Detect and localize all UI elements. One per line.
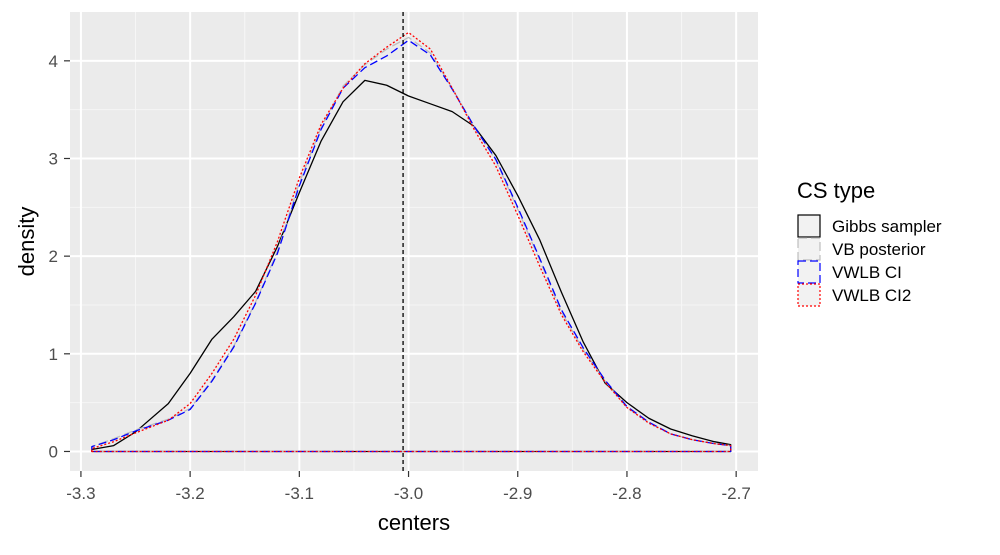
legend-title: CS type: [797, 178, 875, 203]
x-tick-label: -3.0: [394, 484, 423, 503]
x-axis: -3.3 -3.2 -3.1 -3.0 -2.9 -2.8 -2.7: [66, 471, 751, 503]
x-tick-label: -3.1: [285, 484, 314, 503]
legend-label-vb-posterior: VB posterior: [832, 240, 926, 259]
y-axis-title: density: [14, 207, 39, 277]
y-axis: 0 1 2 3 4: [49, 52, 70, 461]
x-axis-title: centers: [378, 510, 450, 535]
x-tick-label: -2.7: [722, 484, 751, 503]
y-tick-label: 3: [49, 149, 58, 168]
y-tick-label: 0: [49, 442, 58, 461]
legend-key-gibbs-sampler: [797, 214, 821, 238]
series-gibbs-sampler-line: [91, 79, 732, 453]
minor-gridlines: [70, 12, 758, 471]
legend-key-vwlb-ci: [797, 260, 821, 284]
legend-label-gibbs-sampler: Gibbs sampler: [832, 217, 942, 236]
series-group: [91, 31, 732, 453]
legend-key-vwlb-ci2: [797, 283, 821, 307]
x-tick-label: -3.3: [66, 484, 95, 503]
y-tick-label: 4: [49, 52, 58, 71]
series-vwlb-ci2-line: [91, 31, 732, 453]
x-tick-label: -2.9: [503, 484, 532, 503]
legend: CS type Gibbs sampler VB posterior VWLB CI…: [797, 178, 942, 307]
legend-key-vb-posterior: [797, 237, 821, 261]
series-vwlb-ci-line: [91, 39, 732, 453]
legend-label-vwlb-ci: VWLB CI: [832, 263, 902, 282]
x-tick-label: -3.2: [175, 484, 204, 503]
y-tick-label: 1: [49, 345, 58, 364]
plot-panel: [70, 12, 758, 471]
y-tick-label: 2: [49, 247, 58, 266]
x-tick-label: -2.8: [612, 484, 641, 503]
legend-label-vwlb-ci2: VWLB CI2: [832, 286, 911, 305]
